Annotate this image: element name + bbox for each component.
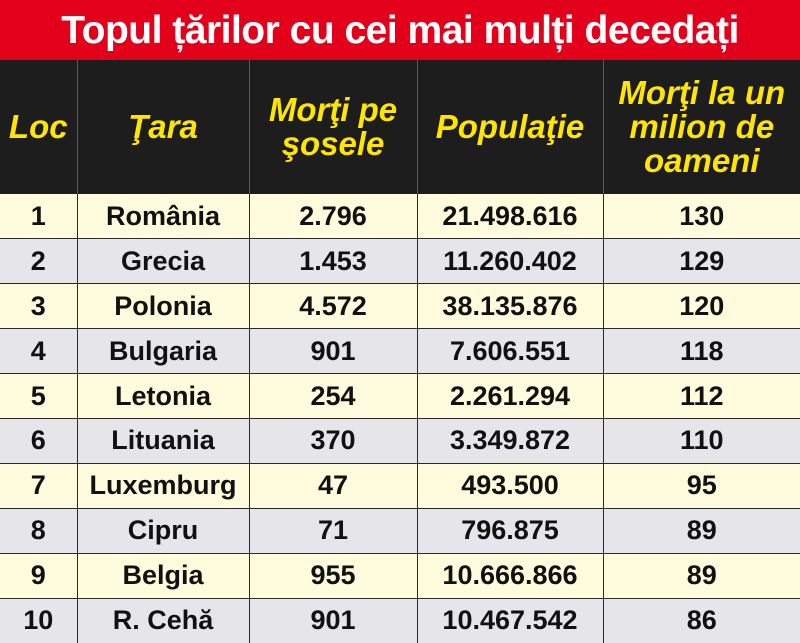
cell-loc: 5 xyxy=(0,373,77,419)
cell-populatie: 21.498.616 xyxy=(416,194,603,239)
cell-morti: 955 xyxy=(248,552,417,599)
cell-rata: 89 xyxy=(602,507,800,554)
cell-rata: 129 xyxy=(602,238,800,284)
table-row: 2 Grecia 1.453 11.260.402 129 xyxy=(0,238,800,284)
table-row: 5 Letonia 254 2.261.294 112 xyxy=(0,373,800,419)
cell-morti: 370 xyxy=(248,417,417,464)
cell-tara: Lituania xyxy=(76,417,249,464)
cell-loc: 1 xyxy=(0,194,77,239)
cell-tara: România xyxy=(76,194,249,239)
cell-rata: 89 xyxy=(602,552,800,599)
cell-morti: 4.572 xyxy=(248,283,417,329)
cell-loc: 10 xyxy=(0,597,77,643)
cell-rata: 110 xyxy=(602,417,800,464)
cell-populatie: 11.260.402 xyxy=(416,238,603,284)
cell-loc: 6 xyxy=(0,417,77,464)
table-row: 8 Cipru 71 796.875 89 xyxy=(0,507,800,554)
table-row: 9 Belgia 955 10.666.866 89 xyxy=(0,552,800,599)
cell-morti: 47 xyxy=(248,462,417,509)
cell-loc: 2 xyxy=(0,238,77,284)
cell-tara: Bulgaria xyxy=(76,328,249,374)
cell-morti: 901 xyxy=(248,328,417,374)
cell-tara: Cipru xyxy=(76,507,249,554)
table-row: 10 R. Cehă 901 10.467.542 86 xyxy=(0,597,800,643)
cell-loc: 4 xyxy=(0,328,77,374)
cell-populatie: 7.606.551 xyxy=(416,328,603,374)
cell-tara: Polonia xyxy=(76,283,249,329)
table-row: 7 Luxemburg 47 493.500 95 xyxy=(0,462,800,509)
cell-loc: 9 xyxy=(0,552,77,599)
header-loc: Loc xyxy=(0,60,78,194)
header-morti-la-milion: Morţi la un milion de oameni xyxy=(602,60,800,194)
cell-morti: 901 xyxy=(248,597,417,643)
cell-tara: Grecia xyxy=(76,238,249,284)
cell-populatie: 3.349.872 xyxy=(416,417,603,464)
cell-rata: 86 xyxy=(602,597,800,643)
table-body: 1 România 2.796 21.498.616 130 2 Grecia 1.453 11… xyxy=(0,194,800,643)
cell-populatie: 493.500 xyxy=(416,462,603,509)
cell-loc: 3 xyxy=(0,283,77,329)
cell-rata: 130 xyxy=(602,194,800,239)
header-populatie: Populaţie xyxy=(416,60,604,194)
table-header: Loc Ţara Morţi pe şosele Populaţie Morţi… xyxy=(0,60,800,194)
cell-tara: Letonia xyxy=(76,373,249,419)
cell-tara: Belgia xyxy=(76,552,249,599)
table-row: 1 România 2.796 21.498.616 130 xyxy=(0,194,800,239)
cell-rata: 95 xyxy=(602,462,800,509)
header-tara: Ţara xyxy=(76,60,250,194)
cell-morti: 254 xyxy=(248,373,417,419)
header-morti-pe-sosele: Morţi pe şosele xyxy=(248,60,418,194)
cell-morti: 2.796 xyxy=(248,194,417,239)
cell-populatie: 10.467.542 xyxy=(416,597,603,643)
cell-morti: 1.453 xyxy=(248,238,417,284)
cell-tara: Luxemburg xyxy=(76,462,249,509)
table-row: 3 Polonia 4.572 38.135.876 120 xyxy=(0,283,800,329)
cell-populatie: 10.666.866 xyxy=(416,552,603,599)
cell-loc: 8 xyxy=(0,507,77,554)
table-title: Topul țărilor cu cei mai mulți decedați xyxy=(0,0,800,60)
cell-loc: 7 xyxy=(0,462,77,509)
cell-morti: 71 xyxy=(248,507,417,554)
cell-tara: R. Cehă xyxy=(76,597,249,643)
cell-populatie: 38.135.876 xyxy=(416,283,603,329)
ranking-table: Loc Ţara Morţi pe şosele Populaţie Morţi… xyxy=(0,60,800,643)
cell-rata: 118 xyxy=(602,328,800,374)
cell-rata: 112 xyxy=(602,373,800,419)
header-row: Loc Ţara Morţi pe şosele Populaţie Morţi… xyxy=(0,60,800,194)
table-row: 6 Lituania 370 3.349.872 110 xyxy=(0,417,800,464)
cell-populatie: 796.875 xyxy=(416,507,603,554)
cell-rata: 120 xyxy=(602,283,800,329)
cell-populatie: 2.261.294 xyxy=(416,373,603,419)
table-row: 4 Bulgaria 901 7.606.551 118 xyxy=(0,328,800,374)
